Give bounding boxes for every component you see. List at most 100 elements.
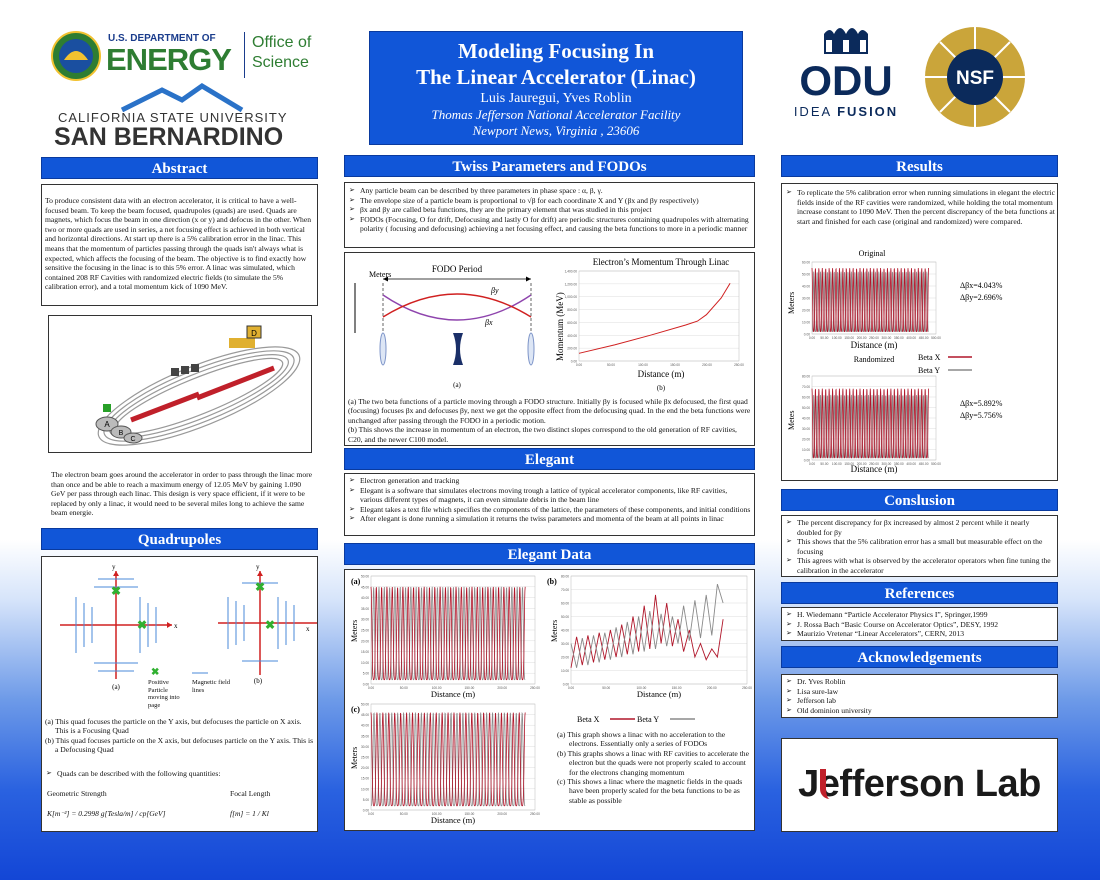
results_randomized-ytick: 70.00 <box>802 385 810 389</box>
elegant_c-xtick: 250.00 <box>530 812 540 816</box>
fodo-panel: (a) <box>453 381 461 389</box>
results_randomized-ytick: 20.00 <box>802 438 810 442</box>
quadrupoles-box: ✖ ✖ y x (a) ✖ ✖ y x (b) ✖ Positive Parti… <box>41 556 318 832</box>
results_original-beta-y-line <box>811 271 929 333</box>
results-xlabel-2: Distance (m) <box>851 464 898 474</box>
quad-caption-a: (a) This quad focuses the particle on th… <box>45 717 302 736</box>
results_randomized-xtick: 500.00 <box>931 462 941 466</box>
results_randomized-plot-area <box>811 375 937 461</box>
results_original-ytick: 10.00 <box>802 321 810 325</box>
focusing-lens-icon <box>379 332 387 366</box>
elegant_b-ytick: 20.00 <box>561 656 569 660</box>
elegant_b-ytick: 50.00 <box>561 615 569 619</box>
results_randomized-ytick: 0.00 <box>804 459 810 463</box>
fodo-ylabel: Meters <box>369 270 391 279</box>
defocusing-lens-icon <box>453 333 463 365</box>
quad-diagram: ✖ ✖ y x (a) ✖ ✖ y x (b) ✖ <box>60 563 317 691</box>
results_original-ytick: 30.00 <box>802 297 810 301</box>
results_randomized-xtick: 0.00 <box>809 462 815 466</box>
elegant_c-ytick: 0.00 <box>363 809 369 813</box>
conclusion-header: Conslusion <box>781 489 1058 511</box>
momentum-panel: (b) <box>657 384 666 392</box>
quadrupoles-header: Quadrupoles <box>41 528 318 550</box>
nsf-seal-icon: NSF <box>925 27 1025 127</box>
elegant-panel-a: (a) <box>351 577 361 586</box>
results_original-xtick: 50.00 <box>820 336 828 340</box>
affiliation: Thomas Jefferson National Accelerator Fa… <box>431 107 681 122</box>
accelerator-caption: The electron beam goes around the accele… <box>51 470 313 518</box>
elegant-panel-c: (c) <box>351 705 360 714</box>
elegant_b-xtick: 150.00 <box>672 686 682 690</box>
momentum-xtick: 0.00 <box>576 363 582 367</box>
elegant_b-ytick: 0.00 <box>563 683 569 687</box>
crown-icon <box>824 28 868 54</box>
momentum-ytick: 1,000.00 <box>565 295 578 299</box>
elegant_a-ytick: 30.00 <box>361 618 369 622</box>
elegant_b-xtick: 100.00 <box>637 686 647 690</box>
elegant_a-xtick: 50.00 <box>400 686 408 690</box>
quad-b-label: (b) <box>254 677 263 685</box>
elegant-legend-y: Beta Y <box>637 715 659 724</box>
fodo-betay: βy <box>490 286 499 295</box>
references-header: References <box>781 582 1058 604</box>
fodo-title: FODO Period <box>432 264 483 274</box>
results_randomized-xtick: 50.00 <box>820 462 828 466</box>
fodo-beta-y-curve <box>382 294 532 321</box>
results_randomized-xtick: 250.00 <box>869 462 879 466</box>
momentum-title: Electron’s Momentum Through Linac <box>593 257 730 267</box>
acknowledgements-header: Acknowledgements <box>781 646 1058 668</box>
svg-text:✖: ✖ <box>137 618 147 632</box>
conclusion-bullet-2: This shows that the 5% calibration error… <box>785 537 1054 556</box>
hall-b-label: B <box>119 430 124 437</box>
svg-text:✖: ✖ <box>255 580 265 594</box>
results-header: Results <box>781 155 1058 177</box>
abstract-text: To produce consistent data with an elect… <box>45 196 311 292</box>
results_original-xtick: 450.00 <box>919 336 929 340</box>
elegant_b-ytick: 80.00 <box>561 575 569 579</box>
results_randomized-ytick: 10.00 <box>802 448 810 452</box>
particle-icon: ✖ <box>151 667 159 678</box>
twiss-bullet-4: FODOs (Focusing, O for drift, Defocusing… <box>348 215 751 234</box>
momentum-ytick: 0.00 <box>571 360 577 364</box>
elegant_a-ytick: 10.00 <box>361 661 369 665</box>
csusb-line2: SAN BERNARDINO <box>54 123 284 151</box>
momentum-ytick: 800.00 <box>567 308 577 312</box>
twiss-caption-a: (a) The two beta functions of a particle… <box>348 397 751 425</box>
elegant_b-xtick: 50.00 <box>602 686 610 690</box>
elegant-data-box: (a) 0.00 5.00 10.00 15.00 20.00 25.00 30.00 35.… <box>344 569 755 831</box>
momentum-xtick: 200.00 <box>702 363 712 367</box>
quad-caption-b: (b) This quad focuses particle on the X … <box>45 735 314 755</box>
strength-label: Geometric Strength <box>47 789 107 798</box>
elegant-legend-x: Beta X <box>577 715 600 724</box>
results-xlabel-1: Distance (m) <box>851 340 898 350</box>
quad-a-x: x <box>174 622 178 630</box>
focal-formula: f[m] = 1 / Kl <box>230 809 269 818</box>
elegant_b-beta-y-line <box>570 583 724 668</box>
fodo-beta-x-curve <box>382 293 532 318</box>
results-text: To replicate the 5% calibration error wh… <box>785 188 1055 226</box>
strength-formula: K[m⁻²] = 0.2998 g[Tesla/m] / cp[GeV] <box>47 809 166 818</box>
twiss-caption-b: (b) This shows the increase in momentum … <box>348 425 737 444</box>
results_original-xtick: 200.00 <box>857 336 867 340</box>
results_randomized-beta-y-line <box>811 394 929 459</box>
elegant_a-xtick: 250.00 <box>530 686 540 690</box>
elegant_b-xtick: 200.00 <box>707 686 717 690</box>
fodo-betax: βx <box>484 318 493 327</box>
hall-c-label: C <box>130 436 135 443</box>
elegant-bullet-4: After elegant is done running a simulati… <box>348 514 751 524</box>
elegant_a-xlabel: Distance (m) <box>431 689 475 699</box>
elegant-header: Elegant <box>344 448 755 470</box>
momentum-xtick: 50.00 <box>607 363 615 367</box>
elegant_c-ytick: 5.00 <box>363 798 369 802</box>
doe-office: Office of <box>252 34 312 51</box>
results-box: To replicate the 5% calibration error wh… <box>781 183 1058 481</box>
elegant-caption-c: (c) This shows a linac where the magneti… <box>557 777 743 805</box>
elegant_c-ytick: 15.00 <box>361 777 369 781</box>
reference-2: J. Rossa Bach “Basic Course on Accelerat… <box>785 620 1054 630</box>
results_original-xtick: 350.00 <box>894 336 904 340</box>
results_randomized-ytick: 30.00 <box>802 427 810 431</box>
results_randomized-xtick: 450.00 <box>919 462 929 466</box>
elegant_c-ytick: 30.00 <box>361 745 369 749</box>
results_randomized-ytick: 40.00 <box>802 417 810 421</box>
results_original-ytick: 60.00 <box>802 261 810 265</box>
